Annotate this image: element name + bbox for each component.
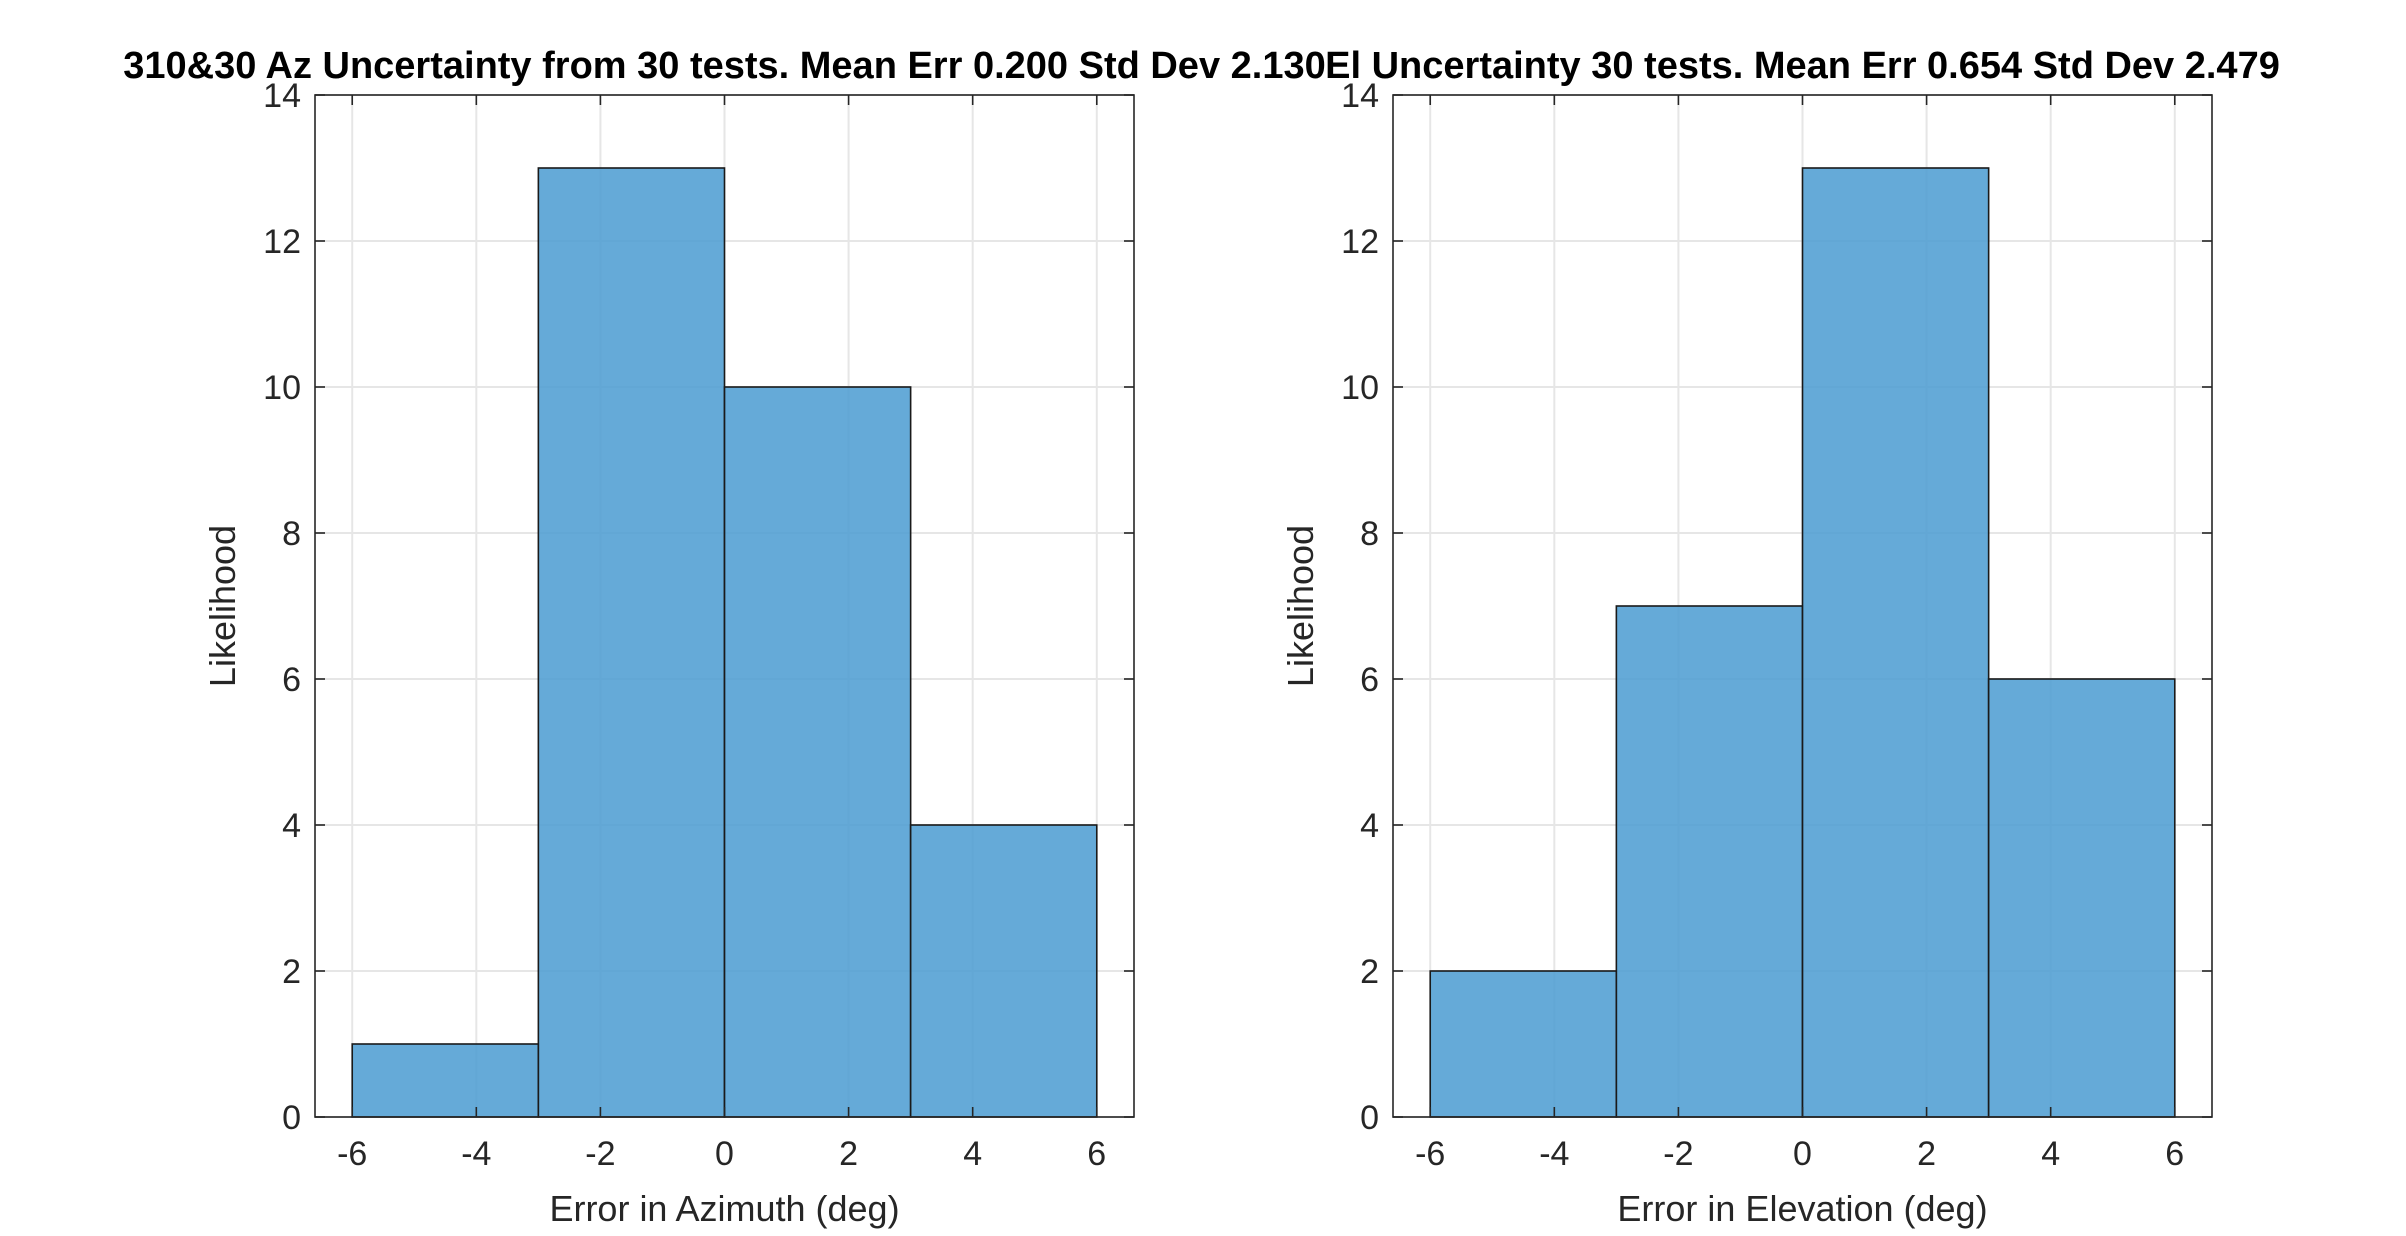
azimuth-chart-title: 310&30 Az Uncertainty from 30 tests. Mea… [123,45,1325,87]
azimuth-bar-1 [537,167,726,1118]
azimuth-x-tick-label-3: 0 [715,1135,734,1173]
elevation-x-tick-label-2: -2 [1663,1135,1693,1173]
elevation-bar-0 [1429,970,1618,1118]
elevation-y-tick-label-3: 6 [1360,661,1379,699]
azimuth-bars [351,167,1098,1118]
azimuth-y-tick-label-7: 14 [263,77,301,115]
azimuth-x-axis-label: Error in Azimuth (deg) [549,1188,899,1229]
elevation-ticks: -6 -4 -2 0 2 4 6 0 2 4 6 8 10 12 14 [1341,77,2212,1173]
elevation-x-tick-label-3: 0 [1793,1135,1812,1173]
elevation-x-tick-label-4: 2 [1917,1135,1936,1173]
elevation-y-tick-label-5: 10 [1341,369,1379,407]
azimuth-bar-0 [351,1043,540,1118]
azimuth-y-tick-label-0: 0 [282,1099,301,1137]
azimuth-x-tick-label-1: -4 [461,1135,491,1173]
azimuth-x-tick-label-5: 4 [963,1135,982,1173]
azimuth-x-tick-label-2: -2 [585,1135,615,1173]
azimuth-x-tick-label-6: 6 [1087,1135,1106,1173]
elevation-y-tick-label-7: 14 [1341,77,1379,115]
azimuth-y-axis-label: Likelihood [202,525,243,687]
elevation-y-tick-label-2: 4 [1360,807,1379,845]
elevation-x-tick-label-1: -4 [1539,1135,1569,1173]
elevation-y-tick-label-6: 12 [1341,223,1379,261]
azimuth-y-tick-label-5: 10 [263,369,301,407]
elevation-x-tick-label-5: 4 [2041,1135,2060,1173]
azimuth-y-tick-label-4: 8 [282,515,301,553]
elevation-bars [1429,167,2176,1118]
elevation-chart-title: El Uncertainty 30 tests. Mean Err 0.654 … [1325,45,2280,87]
elevation-bar-2 [1801,167,1990,1118]
elevation-y-tick-label-1: 2 [1360,953,1379,991]
azimuth-bar-2 [723,386,912,1118]
azimuth-y-tick-label-3: 6 [282,661,301,699]
elevation-y-axis-label: Likelihood [1280,525,1321,687]
elevation-x-tick-label-6: 6 [2165,1135,2184,1173]
azimuth-x-tick-label-4: 2 [839,1135,858,1173]
azimuth-y-tick-label-1: 2 [282,953,301,991]
elevation-y-tick-label-4: 8 [1360,515,1379,553]
azimuth-y-tick-label-6: 12 [263,223,301,261]
elevation-x-axis-label: Error in Elevation (deg) [1617,1188,1987,1229]
azimuth-y-tick-label-2: 4 [282,807,301,845]
azimuth-x-tick-label-0: -6 [337,1135,367,1173]
elevation-x-tick-label-0: -6 [1415,1135,1445,1173]
elevation-bar-3 [1987,678,2176,1118]
elevation-bar-1 [1615,605,1804,1118]
elevation-histogram: -6 -4 -2 0 2 4 6 0 2 4 6 8 10 12 14 El Uncertainty 30 … [1280,45,2280,1229]
azimuth-bar-3 [909,824,1098,1118]
azimuth-ticks: -6 -4 -2 0 2 4 6 0 2 4 6 8 10 12 14 [263,77,1134,1173]
elevation-y-tick-label-0: 0 [1360,1099,1379,1137]
azimuth-histogram: -6 -4 -2 0 2 4 6 0 2 4 6 8 10 12 14 310&30 Az Uncertai… [123,45,1325,1229]
